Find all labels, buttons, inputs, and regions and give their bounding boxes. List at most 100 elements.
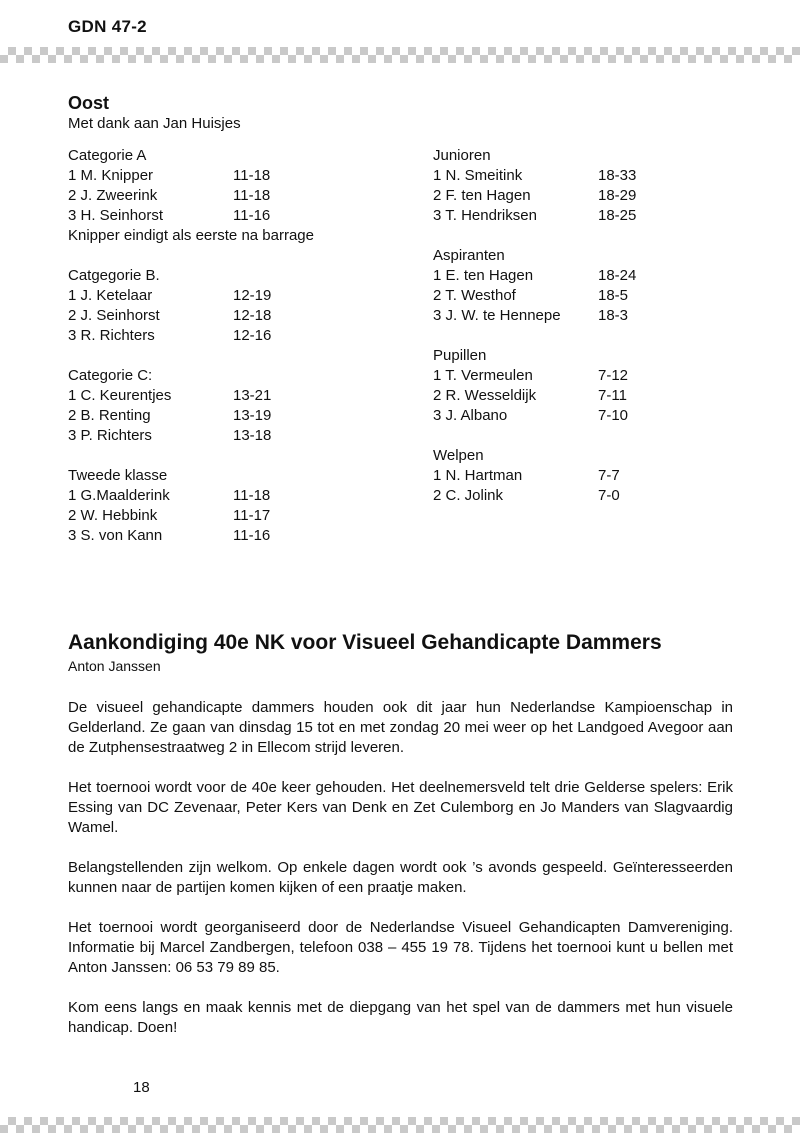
result-group: Tweede klasse 1 G.Maalderink 11-18 2 W. Heb…: [68, 466, 408, 546]
checkered-band-top: [0, 47, 800, 63]
player-name: 2 C. Jolink: [433, 487, 504, 504]
player-name: 2 F. ten Hagen: [433, 187, 531, 204]
article-section: Aankondiging 40e NK voor Visueel Gehandi…: [68, 630, 733, 1038]
player-score: 13-19: [233, 407, 272, 424]
page-header-title: GDN 47-2: [68, 17, 147, 36]
section-title-oost: Oost: [68, 93, 110, 113]
player-name: 1 M. Knipper: [68, 167, 154, 184]
result-row: 2 J. Zweerink 11-18: [68, 186, 408, 206]
player-score: 18-5: [598, 287, 629, 304]
result-row: 2 C. Jolink 7-0: [433, 486, 773, 506]
player-score: 18-24: [598, 267, 637, 284]
player-name: 1 C. Keurentjes: [68, 387, 172, 404]
player-score: 12-16: [233, 327, 272, 344]
result-row: 3 T. Hendriksen 18-25: [433, 206, 773, 226]
player-name: 1 E. ten Hagen: [433, 267, 534, 284]
result-row: 1 M. Knipper 11-18: [68, 166, 408, 186]
player-score: 12-19: [233, 287, 272, 304]
result-row: 1 C. Keurentjes 13-21: [68, 386, 408, 406]
result-row: 3 J. Albano 7-10: [433, 406, 773, 426]
player-name: 1 T. Vermeulen: [433, 367, 533, 384]
player-name: 3 S. von Kann: [68, 527, 163, 544]
player-name: 1 G.Maalderink: [68, 487, 170, 504]
player-score: 11-17: [233, 507, 271, 524]
player-score: 11-16: [233, 527, 271, 544]
article-paragraph: Het toernooi wordt voor de 40e keer geho…: [68, 779, 733, 836]
article-title: Aankondiging 40e NK voor Visueel Gehandi…: [68, 631, 662, 654]
result-row: 3 H. Seinhorst 11-16: [68, 206, 408, 226]
result-group: Junioren 1 N. Smeitink 18-33 2 F. ten Hagen…: [433, 146, 773, 226]
player-name: 3 J. W. te Hennepe: [433, 307, 561, 324]
result-row: 3 J. W. te Hennepe 18-3: [433, 306, 773, 326]
article-paragraph: Het toernooi wordt georganiseerd door de…: [68, 919, 733, 976]
result-row: 2 B. Renting 13-19: [68, 406, 408, 426]
barrage-note: Knipper eindigt als eerste na barrage: [68, 227, 314, 244]
result-row: 3 P. Richters 13-18: [68, 426, 408, 446]
article-paragraph: Kom eens langs en maak kennis met de die…: [68, 999, 733, 1036]
player-score: 11-18: [233, 187, 271, 204]
result-row: 2 R. Wesseldijk 7-11: [433, 386, 773, 406]
player-score: 7-10: [598, 407, 629, 424]
result-row: 2 W. Hebbink 11-17: [68, 506, 408, 526]
player-name: 1 N. Smeitink: [433, 167, 523, 184]
results-right-column: Junioren 1 N. Smeitink 18-33 2 F. ten Hagen…: [433, 146, 773, 526]
player-score: 11-18: [233, 487, 271, 504]
category-heading: Tweede klasse: [68, 467, 168, 484]
category-heading: Welpen: [433, 447, 484, 464]
result-row: 1 T. Vermeulen 7-12: [433, 366, 773, 386]
result-group: Categorie C: 1 C. Keurentjes 13-21 2 B. Ren…: [68, 366, 408, 446]
player-name: 3 J. Albano: [433, 407, 508, 424]
article-paragraph: Belangstellenden zijn welkom. Op enkele …: [68, 859, 733, 896]
result-group: Aspiranten 1 E. ten Hagen 18-24 2 T. Westho…: [433, 246, 773, 326]
category-heading: Catgegorie B.: [68, 267, 160, 284]
player-name: 3 H. Seinhorst: [68, 207, 164, 224]
checkered-band-bottom: [0, 1117, 800, 1133]
player-score: 11-16: [233, 207, 271, 224]
result-row: 1 N. Hartman 7-7: [433, 466, 773, 486]
result-row: 3 R. Richters 12-16: [68, 326, 408, 346]
player-name: 2 T. Westhof: [433, 287, 516, 304]
player-name: 3 P. Richters: [68, 427, 152, 444]
result-group: Pupillen 1 T. Vermeulen 7-12 2 R. Wesseldij…: [433, 346, 773, 426]
player-name: 2 B. Renting: [68, 407, 151, 424]
player-score: 13-21: [233, 387, 272, 404]
result-row: 1 E. ten Hagen 18-24: [433, 266, 773, 286]
article-paragraphs: De visueel gehandicapte dammers houden o…: [68, 698, 733, 1038]
player-name: 2 R. Wesseldijk: [433, 387, 537, 404]
result-row: 2 F. ten Hagen 18-29: [433, 186, 773, 206]
player-score: 18-29: [598, 187, 637, 204]
result-row: 2 T. Westhof 18-5: [433, 286, 773, 306]
oost-section: Oost Met dank aan Jan Huisjes: [68, 92, 733, 134]
player-score: 18-3: [598, 307, 629, 324]
player-score: 12-18: [233, 307, 272, 324]
category-heading: Categorie C:: [68, 367, 153, 384]
category-heading: Junioren: [433, 147, 491, 164]
player-score: 7-12: [598, 367, 629, 384]
player-score: 13-18: [233, 427, 272, 444]
player-name: 1 J. Ketelaar: [68, 287, 153, 304]
article-byline: Anton Janssen: [68, 658, 161, 674]
player-name: 2 W. Hebbink: [68, 507, 158, 524]
player-score: 7-0: [598, 487, 620, 504]
result-row: 3 S. von Kann 11-16: [68, 526, 408, 546]
result-group: Welpen 1 N. Hartman 7-7 2 C. Jolink 7-0: [433, 446, 773, 506]
player-score: 18-33: [598, 167, 637, 184]
category-heading: Pupillen: [433, 347, 487, 364]
category-heading: Aspiranten: [433, 247, 505, 264]
result-row: 1 J. Ketelaar 12-19: [68, 286, 408, 306]
article-paragraph: De visueel gehandicapte dammers houden o…: [68, 699, 733, 756]
result-row: 1 N. Smeitink 18-33: [433, 166, 773, 186]
category-heading: Categorie A: [68, 147, 147, 164]
result-row: 1 G.Maalderink 11-18: [68, 486, 408, 506]
player-name: 2 J. Seinhorst: [68, 307, 160, 324]
player-name: 3 R. Richters: [68, 327, 155, 344]
result-group: Catgegorie B. 1 J. Ketelaar 12-19 2 J. Sein…: [68, 266, 408, 346]
player-score: 7-11: [598, 387, 627, 404]
player-score: 11-18: [233, 167, 271, 184]
player-name: 2 J. Zweerink: [68, 187, 158, 204]
page-number: 18: [133, 1079, 150, 1096]
player-name: 3 T. Hendriksen: [433, 207, 537, 224]
player-score: 7-7: [598, 467, 620, 484]
